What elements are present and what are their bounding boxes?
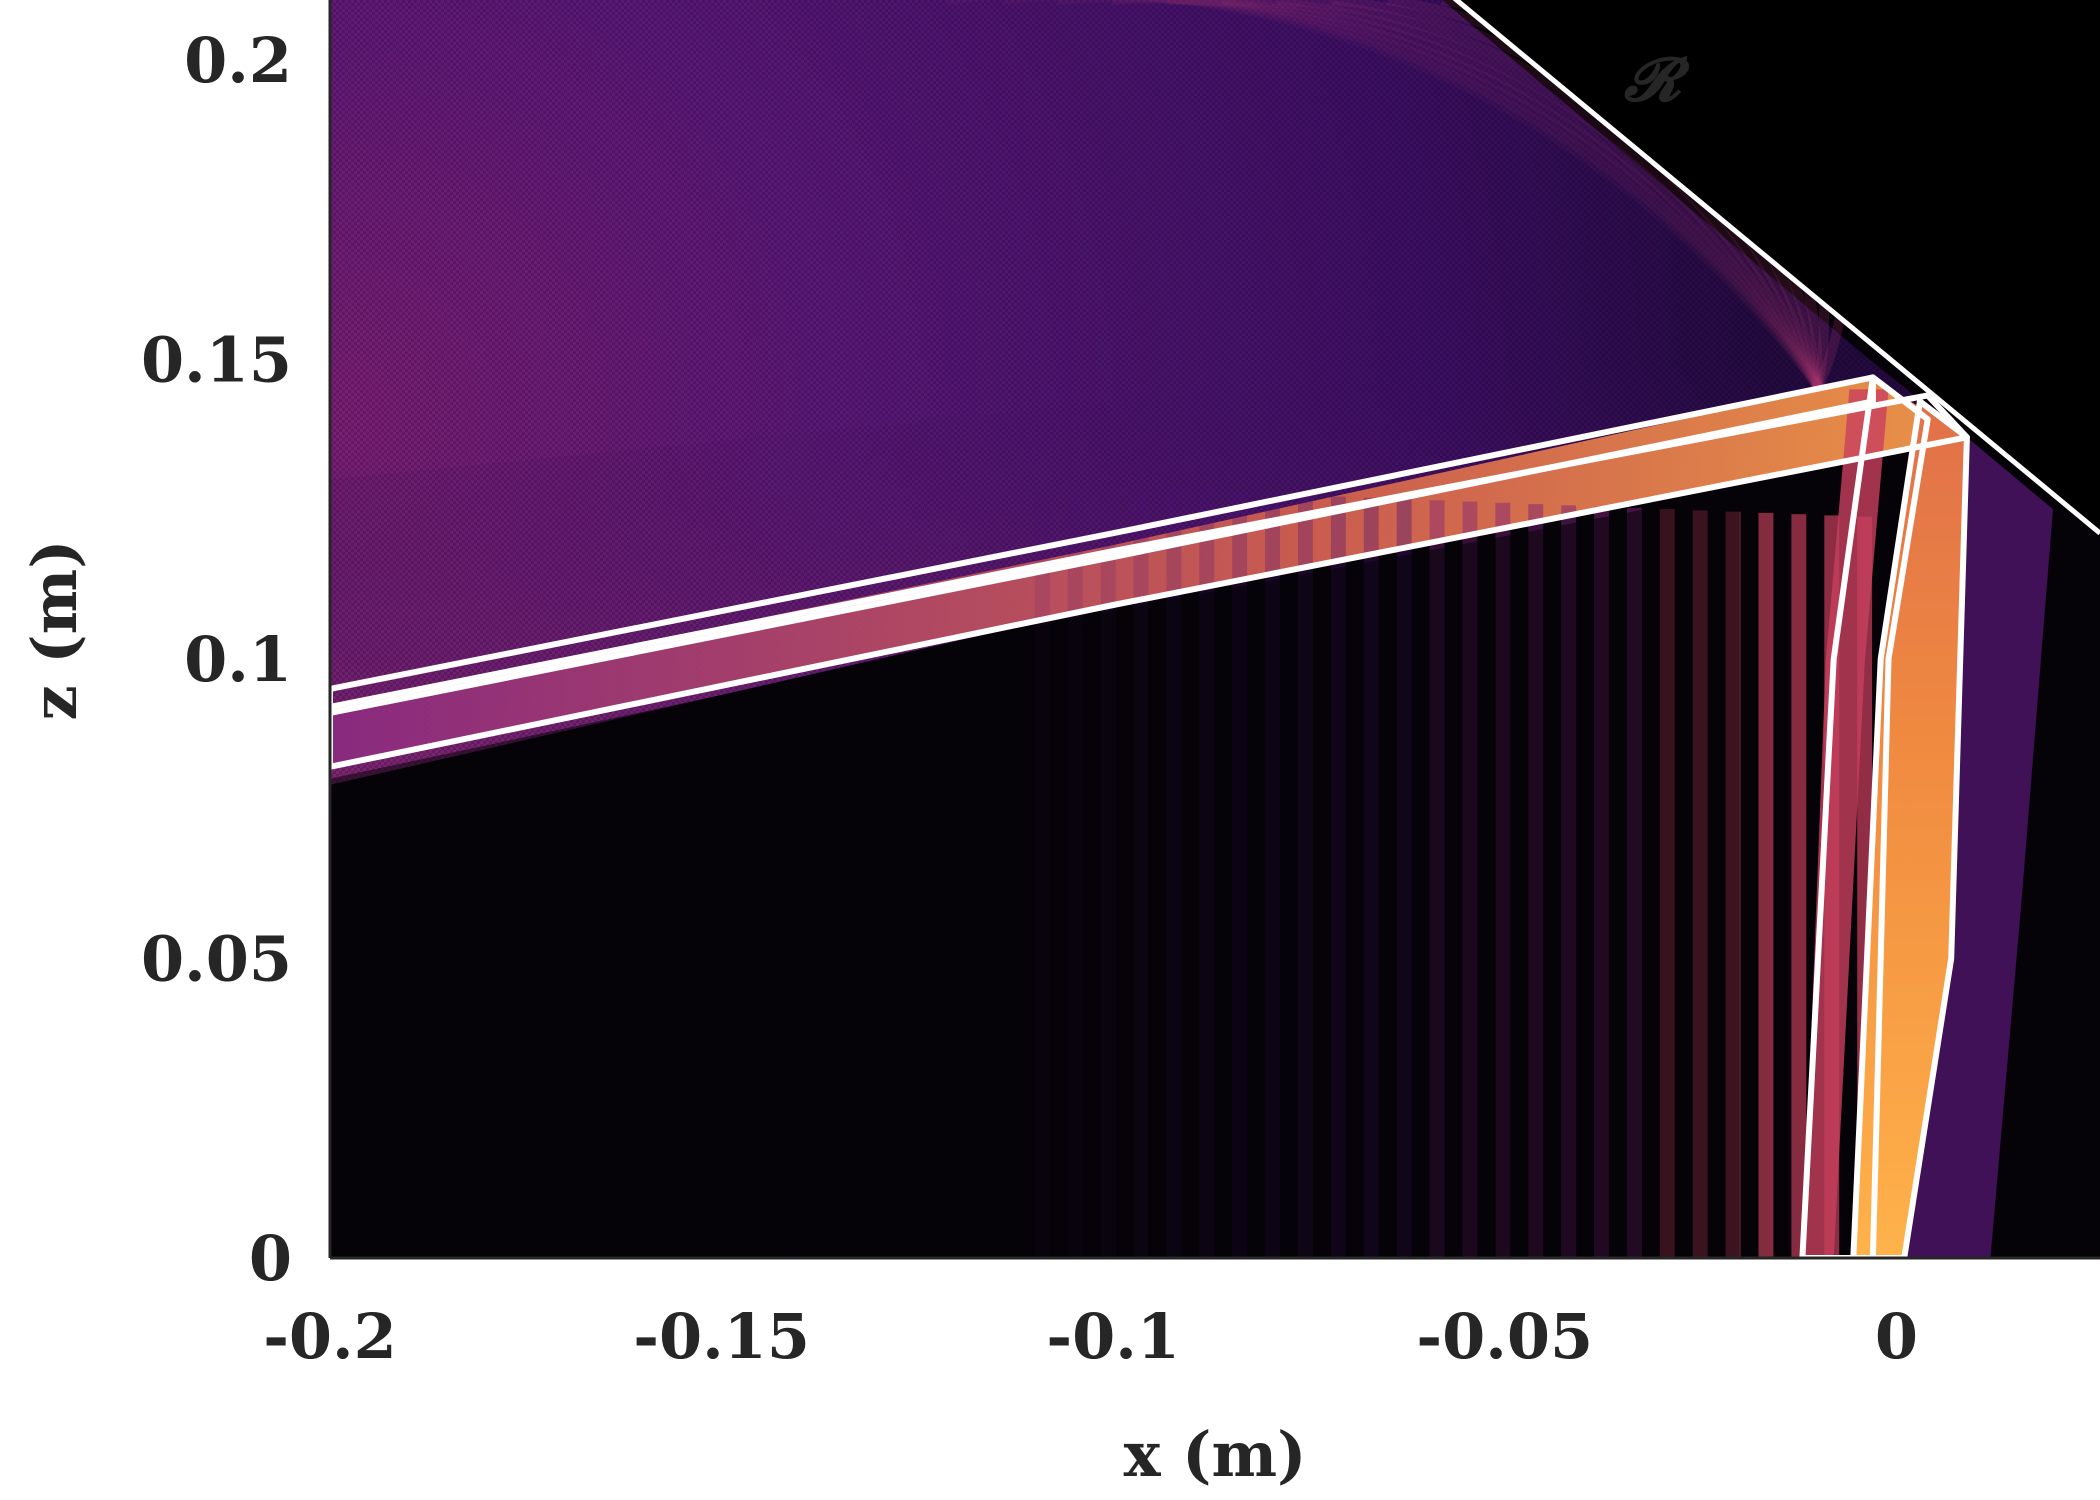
reflector-line [1452, 0, 2100, 536]
field-fringe-arc [1167, 0, 1823, 390]
y-tick-labels: 0 0.05 0.1 0.15 0.2 [141, 24, 292, 1295]
y-tick-label: 0 [249, 1222, 292, 1295]
field-upright-beam-inner [1802, 389, 1889, 1258]
beam-1-oblique-outline [330, 374, 1876, 716]
reflector-boundary [1452, 0, 2100, 536]
field-fringe [1758, 512, 1774, 1258]
field-beam-halo [1904, 437, 2053, 1258]
field-dark-corner [330, 808, 800, 1258]
y-tick-label: 0.2 [184, 24, 292, 97]
x-tick-label: -0.1 [1046, 1300, 1180, 1373]
y-tick-label: 0.1 [184, 623, 292, 696]
x-tick-label: -0.15 [633, 1300, 810, 1373]
y-axis-label: z (m) [18, 539, 91, 720]
beam-outlines [330, 374, 1970, 1258]
beam-1-upright-outline [1799, 374, 1931, 1258]
y-tick-label: 0.15 [141, 323, 292, 396]
field-fringe-arc [947, 0, 1823, 391]
field-fan-texture [330, 0, 1967, 785]
field-fringe-arc [1112, 0, 1823, 391]
field-fringe-arc [1221, 0, 1823, 390]
field-fringe-arc [1002, 0, 1823, 391]
x-tick-label: -0.2 [263, 1300, 397, 1373]
field-upright-beam [1853, 401, 1967, 1258]
y-tick-label: 0.05 [141, 923, 292, 996]
x-tick-labels: -0.2 -0.15 -0.1 -0.05 0 [263, 1300, 1918, 1373]
x-tick-label: -0.05 [1416, 1300, 1593, 1373]
heatmap-field [330, 0, 2100, 1258]
field-oblique-beam [330, 377, 1967, 767]
x-tick-label: 0 [1875, 1300, 1918, 1373]
x-axis-label: x (m) [1124, 1418, 1307, 1491]
beam-2-upright-outline [1850, 398, 1970, 1258]
field-fringe-arc [1057, 0, 1823, 391]
region-label: 𝓡 [1623, 45, 1691, 115]
field-fringe [1791, 514, 1807, 1258]
